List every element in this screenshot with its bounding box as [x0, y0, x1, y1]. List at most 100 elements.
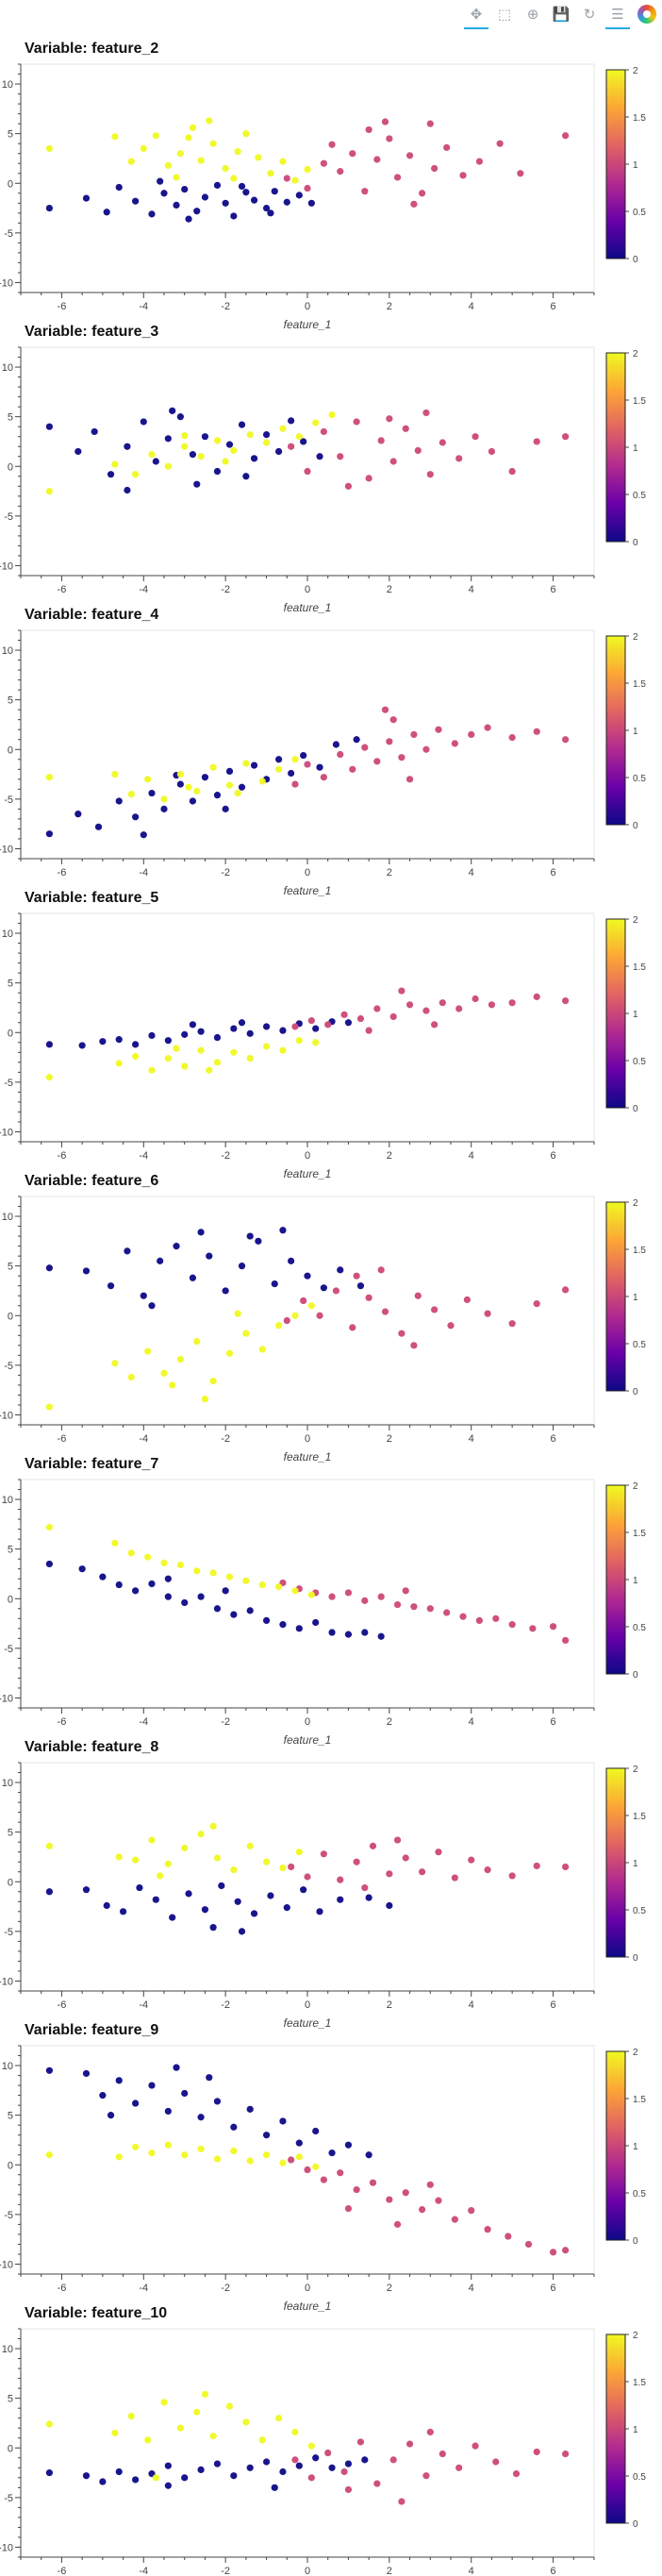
scatter-point-class-2[interactable]	[312, 2163, 320, 2170]
scatter-point-class-1[interactable]	[562, 1863, 570, 1871]
scatter-point-class-0[interactable]	[246, 2105, 254, 2113]
scatter-point-class-0[interactable]	[238, 783, 246, 791]
scatter-point-class-0[interactable]	[193, 208, 201, 215]
scatter-point-class-0[interactable]	[132, 1041, 140, 1048]
scatter-point-class-1[interactable]	[517, 170, 524, 177]
scatter-point-class-0[interactable]	[164, 1593, 172, 1600]
scatter-point-class-1[interactable]	[455, 455, 463, 462]
scatter-point-class-2[interactable]	[111, 1539, 119, 1547]
scatter-point-class-0[interactable]	[295, 192, 303, 199]
scatter-point-class-2[interactable]	[312, 1039, 320, 1046]
scatter-point-class-1[interactable]	[426, 471, 434, 478]
scatter-point-class-1[interactable]	[398, 1330, 405, 1337]
scatter-point-class-1[interactable]	[386, 738, 393, 745]
scatter-point-class-0[interactable]	[45, 830, 54, 838]
scatter-point-class-2[interactable]	[164, 1860, 172, 1867]
scatter-point-class-2[interactable]	[275, 2415, 283, 2422]
scatter-point-class-0[interactable]	[169, 1914, 176, 1921]
scatter-point-class-2[interactable]	[213, 2155, 222, 2163]
scatter-point-class-2[interactable]	[193, 787, 201, 795]
scatter-point-class-0[interactable]	[262, 2458, 271, 2466]
scatter-point-class-0[interactable]	[148, 1031, 156, 1040]
scatter-point-class-0[interactable]	[181, 2089, 189, 2098]
scatter-point-class-1[interactable]	[562, 996, 570, 1005]
scatter-point-class-2[interactable]	[197, 1831, 205, 1838]
scatter-point-class-2[interactable]	[45, 774, 54, 781]
scatter-point-class-2[interactable]	[148, 2149, 156, 2157]
scatter-point-class-0[interactable]	[176, 780, 184, 788]
scatter-point-class-2[interactable]	[111, 1360, 119, 1367]
scatter-point-class-0[interactable]	[181, 1598, 189, 1607]
scatter-point-class-1[interactable]	[439, 439, 446, 446]
scatter-point-class-1[interactable]	[365, 125, 372, 134]
scatter-point-class-1[interactable]	[468, 1856, 475, 1864]
scatter-point-class-1[interactable]	[377, 437, 385, 444]
scatter-point-class-1[interactable]	[316, 1312, 323, 1319]
scatter-point-class-1[interactable]	[484, 2226, 491, 2233]
scatter-point-class-2[interactable]	[262, 439, 271, 446]
scatter-point-class-1[interactable]	[439, 2450, 446, 2458]
scatter-point-class-2[interactable]	[234, 147, 241, 156]
scatter-point-class-2[interactable]	[279, 425, 287, 432]
scatter-point-class-1[interactable]	[389, 2456, 397, 2464]
scatter-point-class-2[interactable]	[173, 1045, 180, 1052]
scatter-point-class-2[interactable]	[246, 1842, 254, 1849]
scatter-point-class-2[interactable]	[127, 1549, 135, 1557]
scatter-point-class-1[interactable]	[304, 1873, 311, 1881]
scatter-point-class-0[interactable]	[99, 2092, 107, 2099]
scatter-point-class-1[interactable]	[337, 2169, 344, 2177]
scatter-point-class-1[interactable]	[562, 736, 570, 744]
scatter-point-class-2[interactable]	[193, 1567, 201, 1575]
scatter-point-class-2[interactable]	[242, 2418, 250, 2426]
scatter-point-class-0[interactable]	[255, 1237, 262, 1245]
scatter-point-class-0[interactable]	[173, 201, 180, 209]
scatter-point-class-2[interactable]	[275, 765, 283, 773]
scatter-point-class-0[interactable]	[181, 2474, 189, 2482]
scatter-point-class-1[interactable]	[435, 2197, 442, 2204]
scatter-point-class-2[interactable]	[262, 1858, 271, 1865]
scatter-point-class-0[interactable]	[312, 1618, 320, 1627]
scatter-point-class-0[interactable]	[160, 190, 168, 197]
scatter-point-class-2[interactable]	[160, 795, 168, 803]
scatter-point-class-1[interactable]	[373, 156, 381, 163]
scatter-point-class-2[interactable]	[307, 1591, 315, 1598]
scatter-point-class-1[interactable]	[468, 730, 475, 739]
scatter-point-class-1[interactable]	[340, 2467, 348, 2476]
scatter-point-class-0[interactable]	[132, 1587, 140, 1595]
scatter-point-class-0[interactable]	[218, 1882, 225, 1890]
scatter-point-class-1[interactable]	[435, 726, 442, 733]
scatter-point-class-2[interactable]	[206, 1066, 213, 1074]
scatter-point-class-2[interactable]	[258, 1581, 266, 1589]
scatter-point-class-0[interactable]	[279, 2117, 287, 2125]
scatter-point-class-2[interactable]	[115, 1853, 123, 1861]
scatter-point-class-1[interactable]	[422, 745, 430, 753]
scatter-point-class-0[interactable]	[201, 774, 209, 781]
scatter-point-class-2[interactable]	[213, 437, 222, 444]
scatter-point-class-0[interactable]	[271, 1280, 278, 1288]
scatter-point-class-1[interactable]	[398, 987, 405, 995]
scatter-point-class-2[interactable]	[262, 1043, 271, 1050]
scatter-point-class-2[interactable]	[209, 1569, 217, 1577]
scatter-point-class-1[interactable]	[386, 1870, 393, 1878]
scatter-point-class-1[interactable]	[405, 1001, 414, 1009]
scatter-point-class-2[interactable]	[295, 2153, 303, 2161]
scatter-point-class-1[interactable]	[426, 2181, 434, 2188]
scatter-point-class-2[interactable]	[176, 1355, 184, 1363]
scatter-point-class-1[interactable]	[381, 706, 389, 713]
scatter-point-class-1[interactable]	[393, 2220, 402, 2228]
scatter-point-class-2[interactable]	[176, 770, 184, 778]
scatter-point-class-0[interactable]	[99, 2478, 107, 2485]
scatter-point-class-1[interactable]	[304, 761, 311, 768]
scatter-point-class-0[interactable]	[201, 193, 209, 201]
scatter-point-class-2[interactable]	[115, 1060, 123, 1067]
scatter-point-class-1[interactable]	[508, 999, 516, 1007]
scatter-point-class-2[interactable]	[132, 1856, 140, 1864]
scatter-point-class-2[interactable]	[291, 756, 299, 763]
scatter-point-class-0[interactable]	[209, 1924, 217, 1932]
scatter-point-class-1[interactable]	[300, 1296, 307, 1305]
scatter-point-class-0[interactable]	[246, 1607, 254, 1614]
scatter-point-class-1[interactable]	[337, 750, 344, 759]
scatter-point-class-0[interactable]	[225, 767, 234, 776]
scatter-point-class-0[interactable]	[300, 438, 307, 445]
scatter-point-class-2[interactable]	[185, 134, 192, 142]
